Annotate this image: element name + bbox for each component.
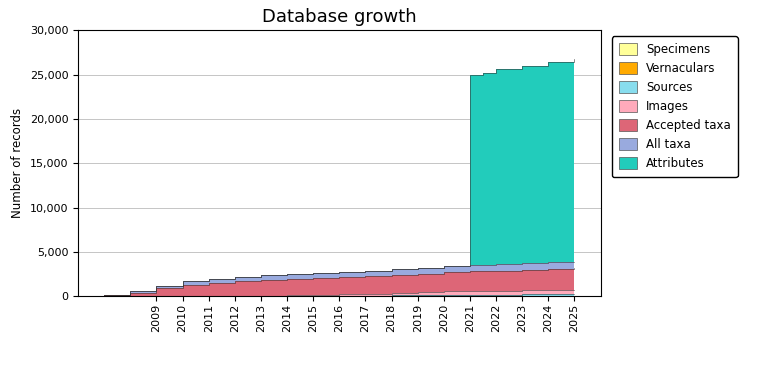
Y-axis label: Number of records: Number of records — [11, 108, 24, 218]
Title: Database growth: Database growth — [262, 8, 417, 26]
Legend: Specimens, Vernaculars, Sources, Images, Accepted taxa, All taxa, Attributes: Specimens, Vernaculars, Sources, Images,… — [612, 36, 738, 177]
